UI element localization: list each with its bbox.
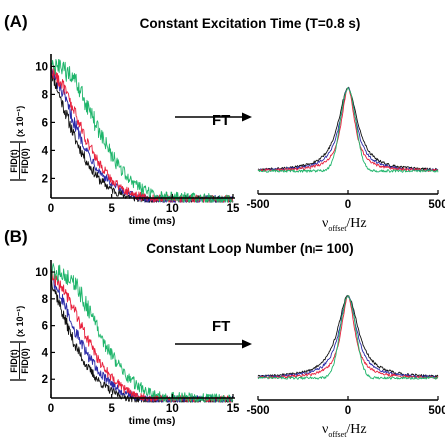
fid-series-4 bbox=[50, 58, 234, 203]
x-tick-label: 10 bbox=[166, 403, 179, 415]
y-label-scale-a: (x 10⁻¹) bbox=[15, 106, 25, 137]
panel-label-a: (A) bbox=[4, 12, 28, 31]
spectrum-tick-label: 0 bbox=[345, 199, 351, 211]
y-tick-label: 8 bbox=[42, 89, 49, 101]
fid-series-2 bbox=[50, 278, 234, 403]
panel-title-a: Constant Excitation Time (T=0.8 s) bbox=[140, 16, 361, 31]
y-label-frac-top-a: FID(t) bbox=[9, 149, 19, 173]
y-tick-label: 8 bbox=[42, 294, 49, 306]
spectrum-tick-label: -500 bbox=[246, 199, 269, 211]
spectrum-tick-label: -500 bbox=[246, 405, 269, 417]
spectrum-series-3 bbox=[257, 295, 439, 380]
fid-plot-b: 2 4 6 8 10 0 5 10 15 time (ms) bbox=[35, 260, 240, 427]
spectrum-tick-label: 500 bbox=[428, 199, 445, 211]
spectrum-plot-a: -500 0 500 νoffset/Hz bbox=[246, 86, 445, 233]
ft-label-a: FT bbox=[212, 112, 230, 129]
x-tick-label: 0 bbox=[48, 403, 54, 415]
spectrum-axis-label: νoffset/Hz bbox=[322, 422, 367, 439]
x-axis-label: time (ms) bbox=[129, 415, 176, 427]
spectrum-series-4 bbox=[257, 295, 438, 380]
y-tick-label: 10 bbox=[35, 61, 48, 73]
spectrum-series-2 bbox=[257, 295, 439, 379]
y-label-frac-bottom-a: FID(0) bbox=[20, 148, 30, 174]
y-tick-label: 2 bbox=[42, 173, 48, 185]
spectrum-series-2 bbox=[257, 87, 439, 172]
x-axis-label: time (ms) bbox=[129, 215, 176, 227]
spectrum-plot-b: -500 0 500 νoffset/Hz bbox=[246, 294, 445, 439]
panel-title-b: Constant Loop Number (nₗ= 100) bbox=[146, 241, 353, 256]
x-tick-label: 10 bbox=[166, 203, 179, 215]
panel-label-b: (B) bbox=[4, 227, 28, 246]
spectrum-tick-label: 500 bbox=[428, 405, 445, 417]
y-label-frac-top-b: FID(t) bbox=[9, 349, 19, 373]
spectrum-series-3 bbox=[257, 87, 439, 172]
spectrum-series-1 bbox=[257, 294, 439, 378]
y-label-frac-bottom-b: FID(0) bbox=[20, 348, 30, 374]
fid-series-1 bbox=[50, 278, 234, 403]
spectrum-series-1 bbox=[257, 86, 439, 172]
x-tick-label: 5 bbox=[108, 203, 115, 215]
ft-arrow-a bbox=[175, 112, 252, 122]
x-tick-label: 15 bbox=[227, 203, 240, 215]
y-axis-label-b: FID(t) FID(0) (x 10⁻¹) bbox=[9, 306, 30, 381]
ft-arrow-b bbox=[175, 339, 252, 349]
y-tick-label: 10 bbox=[35, 267, 48, 279]
y-tick-label: 6 bbox=[42, 117, 48, 129]
y-tick-label: 6 bbox=[42, 321, 48, 333]
y-tick-label: 2 bbox=[42, 374, 48, 386]
x-tick-label: 15 bbox=[227, 403, 240, 415]
fid-plot-a: 2 4 6 8 10 0 5 10 15 time (ms) bbox=[35, 54, 240, 227]
ft-label-b: FT bbox=[212, 318, 230, 335]
x-tick-label: 0 bbox=[48, 203, 54, 215]
x-tick-label: 5 bbox=[108, 403, 115, 415]
fid-series-4 bbox=[50, 263, 234, 403]
y-axis-label-a: FID(t) FID(0) (x 10⁻¹) bbox=[9, 106, 30, 181]
spectrum-tick-label: 0 bbox=[345, 405, 351, 417]
spectrum-axis-label: νoffset/Hz bbox=[322, 216, 367, 233]
y-tick-label: 4 bbox=[42, 347, 49, 359]
spectrum-series-4 bbox=[257, 87, 439, 173]
y-tick-label: 4 bbox=[42, 145, 49, 157]
y-label-scale-b: (x 10⁻¹) bbox=[15, 306, 25, 337]
